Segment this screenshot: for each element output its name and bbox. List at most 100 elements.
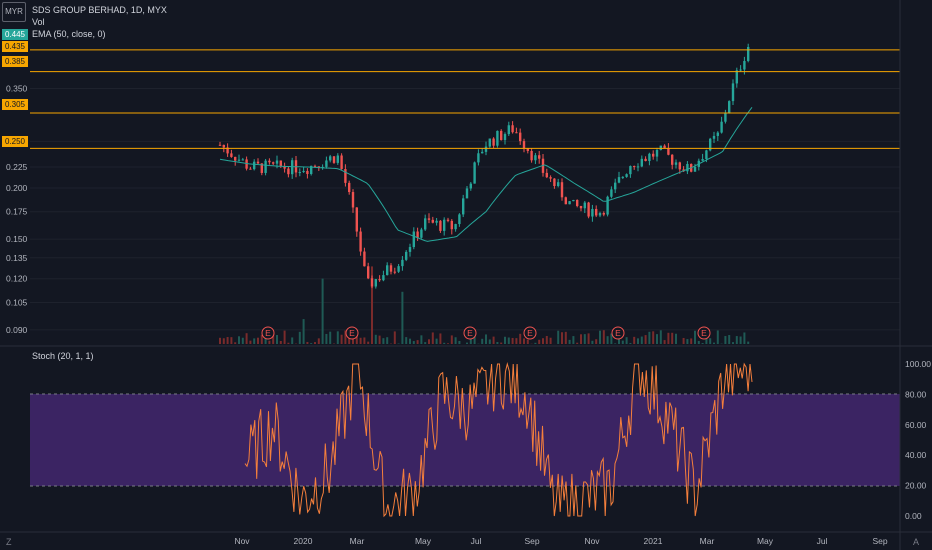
candle-body <box>222 144 225 148</box>
volume-bar <box>359 337 362 344</box>
candle-body <box>568 201 571 205</box>
volume-bar <box>526 339 529 344</box>
grid-lines <box>30 88 900 331</box>
earnings-marker: E <box>345 326 359 340</box>
level-tag-0385: 0.385 <box>2 56 28 67</box>
candle-body <box>249 168 252 170</box>
candle-body <box>553 178 556 187</box>
volume-bar <box>568 339 571 344</box>
volume-bar <box>705 337 708 344</box>
candle-body <box>279 160 282 167</box>
price-axis[interactable]: 0.3500.2600.2250.2000.1750.1500.1350.120… <box>6 84 28 335</box>
candle-body <box>652 153 655 157</box>
candle-body <box>268 160 271 163</box>
stoch-legend[interactable]: Stoch (20, 1, 1) <box>32 351 94 361</box>
earnings-marker: E <box>523 326 537 340</box>
candle-body <box>272 162 275 164</box>
volume-bar <box>272 331 275 344</box>
candle-body <box>598 213 602 216</box>
volume-bar <box>367 341 370 344</box>
candle-body <box>302 170 305 173</box>
stoch-tick-label: 80.00 <box>905 389 927 399</box>
volume-bar <box>226 337 229 344</box>
time-axis[interactable]: Nov 2020 Mar May Jul Sep Nov 2021 Mar May Jul Sep <box>234 536 887 546</box>
candle-body <box>572 199 575 202</box>
volume-bar <box>302 319 305 344</box>
candle-body <box>587 202 590 217</box>
volume-bar <box>735 336 738 344</box>
candle-body <box>405 251 408 260</box>
volume-bar <box>667 332 670 344</box>
volume-bar <box>515 338 518 344</box>
candle-body <box>686 163 689 172</box>
candle-body <box>693 166 697 172</box>
volume-bar <box>587 333 590 344</box>
candle-body <box>370 278 374 287</box>
volume-bar <box>298 331 301 344</box>
candle-body <box>500 130 503 141</box>
symbol-title[interactable]: SDS GROUP BERHAD, 1D, MYX <box>32 5 167 15</box>
volume-bar <box>523 338 525 344</box>
volume-bar <box>686 339 689 344</box>
volume-bar <box>606 336 609 344</box>
time-tick-label: Nov <box>584 536 600 546</box>
volume-bar <box>614 343 617 344</box>
volume-bar <box>671 332 674 344</box>
candle-body <box>511 125 514 133</box>
candle-body <box>716 132 719 136</box>
candle-body <box>408 247 412 252</box>
svg-text:E: E <box>467 328 473 338</box>
candle-body <box>610 189 613 197</box>
auto-scale-button[interactable]: A <box>913 537 920 547</box>
candle-body <box>367 266 370 279</box>
candle-body <box>488 138 491 147</box>
candle-body <box>705 150 708 159</box>
level-tag-0250: 0.250 <box>2 136 28 147</box>
candle-body <box>378 279 381 281</box>
timezone-icon[interactable]: Z <box>6 537 12 547</box>
volume-bar <box>409 338 411 344</box>
candle-body <box>264 160 267 173</box>
volume-bar <box>485 334 487 344</box>
volume-bar <box>697 340 700 344</box>
ema-legend[interactable]: EMA (50, close, 0) <box>32 29 106 39</box>
volume-bar <box>386 337 389 344</box>
candle-body <box>629 166 632 175</box>
candle-body <box>237 159 241 161</box>
time-tick-label: 2021 <box>644 536 663 546</box>
currency-label[interactable]: MYR <box>2 2 26 22</box>
volume-legend[interactable]: Vol <box>32 17 45 27</box>
volume-bar <box>435 338 438 344</box>
volume-bar <box>538 339 541 344</box>
time-tick-label: Mar <box>350 536 365 546</box>
volume-bar <box>325 333 328 344</box>
candle-body <box>397 266 400 272</box>
candle-body <box>731 83 735 102</box>
candle-body <box>226 147 229 154</box>
candlestick-series <box>218 43 750 289</box>
stoch-tick-label: 60.00 <box>905 420 927 430</box>
volume-bar <box>629 343 632 344</box>
candle-body <box>724 112 727 122</box>
candle-body <box>454 224 457 230</box>
time-tick-label: Jul <box>471 536 482 546</box>
volume-bar <box>264 337 267 344</box>
volume-bar <box>519 333 522 344</box>
candle-body <box>557 182 560 187</box>
candle-body <box>614 182 617 190</box>
stoch-axis[interactable]: 100.00 80.00 60.00 40.00 20.00 0.00 <box>905 359 931 521</box>
candle-body <box>747 46 750 61</box>
price-tick-label: 0.350 <box>6 84 28 94</box>
candle-body <box>234 156 237 161</box>
time-tick-label: Jul <box>817 536 828 546</box>
candle-body <box>291 160 294 175</box>
volume-bar <box>564 331 567 344</box>
horizontal-levels[interactable] <box>30 49 900 149</box>
volume-bar <box>713 342 715 344</box>
candle-body <box>340 155 343 170</box>
volume-bar <box>466 342 468 344</box>
candle-body <box>462 198 465 215</box>
candle-body <box>256 161 260 164</box>
